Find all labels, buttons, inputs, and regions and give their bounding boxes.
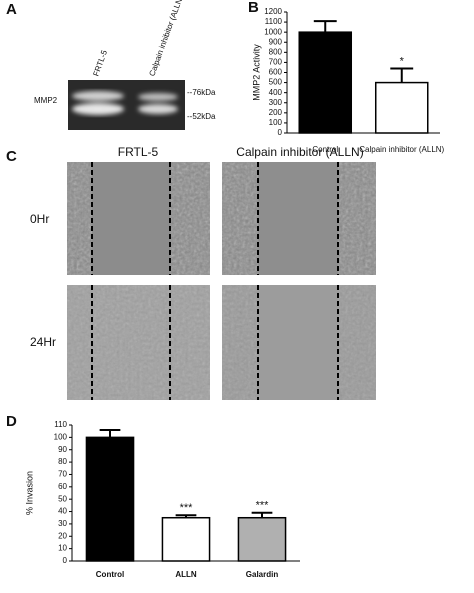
significance-label: *: [400, 55, 405, 67]
significance-label: ***: [256, 500, 270, 512]
y-tick-label: 600: [269, 68, 283, 77]
panel-label: A: [6, 1, 17, 18]
bar: [161, 516, 211, 562]
y-tick-label: 40: [58, 507, 67, 516]
y-tick-label: 90: [58, 445, 67, 454]
y-tick-label: 60: [58, 482, 67, 491]
y-axis-label: MMP2 Activity: [251, 44, 261, 101]
panel-label: D: [6, 413, 17, 430]
marker-label: --76kDa: [187, 88, 216, 97]
y-tick-label: 1000: [264, 27, 282, 36]
y-tick-label: 100: [54, 432, 68, 441]
y-tick-label: 800: [269, 47, 283, 56]
x-tick-label: Control: [312, 145, 338, 154]
lane-label: Calpain inhibitor (ALLN): [147, 0, 185, 77]
x-tick-label: ALLN: [175, 570, 197, 579]
y-tick-label: 50: [58, 494, 67, 503]
y-tick-label: 700: [269, 58, 283, 67]
bar: [85, 436, 135, 562]
bar: [298, 31, 353, 134]
x-tick-label: Galardin: [246, 570, 279, 579]
y-tick-label: 70: [58, 470, 67, 479]
lane-label: FRTL-5: [91, 48, 109, 77]
bar: [374, 81, 429, 134]
y-tick-label: 10: [58, 544, 67, 553]
x-tick-label: Control: [96, 570, 124, 579]
y-tick-label: 80: [58, 457, 67, 466]
y-tick-label: 900: [269, 37, 283, 46]
y-tick-label: 1200: [264, 7, 282, 16]
x-tick-label: Calpain inhibitor (ALLN): [359, 145, 444, 154]
row-label: 0Hr: [30, 212, 49, 226]
row-label: 24Hr: [30, 335, 56, 349]
column-label: FRTL-5: [118, 145, 159, 159]
y-tick-label: 300: [269, 98, 283, 107]
y-tick-label: 500: [269, 78, 283, 87]
y-tick-label: 200: [269, 108, 283, 117]
y-tick-label: 1100: [265, 17, 283, 26]
significance-label: ***: [180, 502, 194, 514]
y-axis-label: % Invasion: [24, 471, 34, 515]
band-label: MMP2: [34, 96, 58, 105]
micrographs: [67, 162, 376, 400]
y-tick-label: 0: [278, 128, 283, 137]
y-tick-label: 110: [54, 420, 67, 429]
y-tick-label: 400: [269, 88, 283, 97]
bar: [237, 516, 287, 562]
panel-label: B: [248, 0, 259, 16]
y-tick-label: 20: [58, 531, 67, 540]
y-tick-label: 100: [269, 118, 283, 127]
panel-label: C: [6, 148, 17, 165]
marker-label: --52kDa: [187, 112, 216, 121]
blot-bands: [72, 91, 178, 115]
y-tick-label: 0: [63, 556, 68, 565]
column-label: Calpain inhibitor (ALLN): [236, 145, 363, 159]
y-tick-label: 30: [58, 519, 67, 528]
